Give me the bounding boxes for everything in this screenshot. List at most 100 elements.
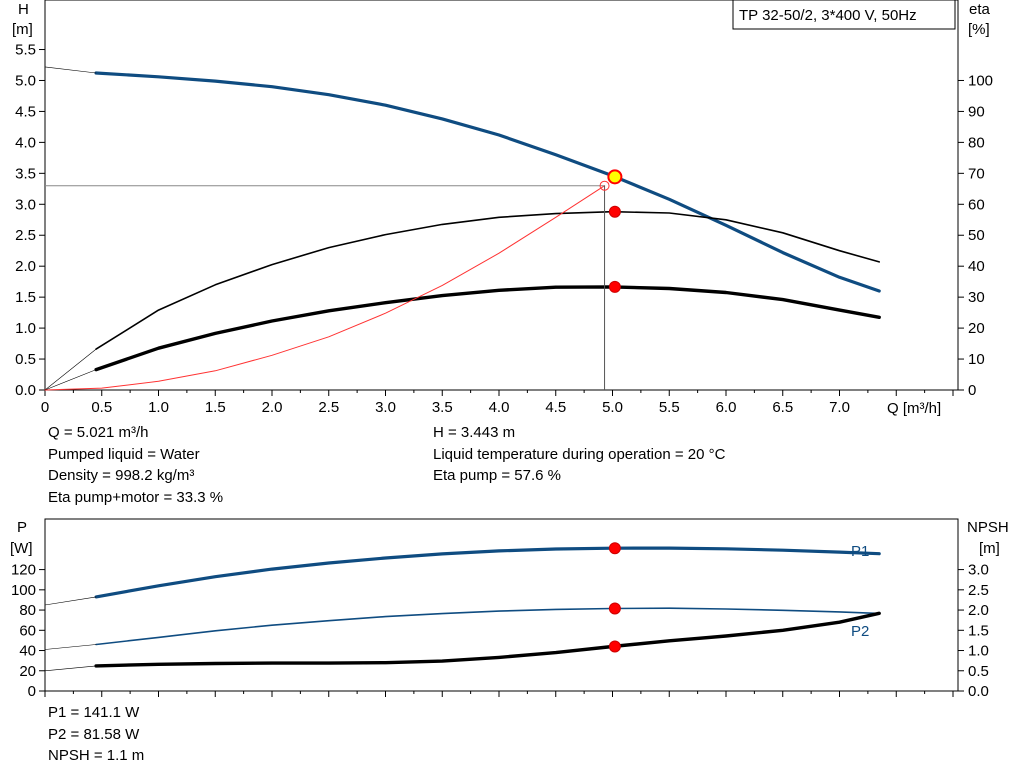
- series-eta-pump-ext: [44, 348, 97, 391]
- duty-point-marker: [608, 542, 621, 555]
- power-left-tick-label: 120: [11, 562, 36, 579]
- y-right-label-bottom: NPSH: [967, 519, 1009, 536]
- head-right-tick-label: 60: [968, 196, 985, 213]
- head-left-tick-label: 5.5: [15, 42, 36, 59]
- chart-title: TP 32-50/2, 3*400 V, 50Hz: [739, 7, 917, 24]
- head-left-tick-label: 5.0: [15, 72, 36, 89]
- info-head: H = 3.443 m: [433, 424, 516, 441]
- system-point-marker: [599, 180, 610, 191]
- power-left-tick-label: 60: [19, 622, 36, 639]
- x-tick-label: 5.0: [602, 399, 623, 416]
- head-right-tick-label: 50: [968, 227, 985, 244]
- x-tick-label: 7.0: [829, 399, 850, 416]
- chart-title-box: TP 32-50/2, 3*400 V, 50Hz: [732, 0, 956, 30]
- power-right-tick-label: 1.5: [968, 622, 989, 639]
- head-right-tick-label: 90: [968, 103, 985, 120]
- x-tick-label: 3.0: [375, 399, 396, 416]
- x-tick-label: 4.0: [489, 399, 510, 416]
- series-eta-total: [94, 285, 881, 372]
- series-p2-ext: [44, 644, 97, 650]
- head-chart-frame: [44, 0, 959, 391]
- head-left-tick-label: 0.5: [15, 351, 36, 368]
- y-left-label-top: H: [18, 1, 29, 18]
- info-eta-pump: Eta pump = 57.6 %: [433, 467, 561, 484]
- info-eta-total: Eta pump+motor = 33.3 %: [48, 488, 224, 506]
- power-npsh-chart: 0 20 40 60 80 100 120 0.0 0.5 1.0 1.5 2.0 2.5 3.0 P […: [10, 518, 1009, 700]
- head-left-tick-label: 3.0: [15, 196, 36, 213]
- x-tick-label: 3.5: [432, 399, 453, 416]
- head-left-tick-label: 3.5: [15, 165, 36, 182]
- info-liquid: Pumped liquid = Water: [48, 445, 200, 463]
- head-left-tick-label: 4.0: [15, 134, 36, 151]
- series-eta-total-ext: [44, 369, 97, 391]
- series-h-ext: [44, 66, 97, 74]
- power-right-tick-label: 1.0: [968, 643, 989, 660]
- head-left-tick-label: 2.5: [15, 227, 36, 244]
- x-tick-label: 6.5: [772, 399, 793, 416]
- x-tick-label: 4.5: [545, 399, 566, 416]
- x-tick-label: 6.0: [716, 399, 737, 416]
- x-tick-label: 1.0: [148, 399, 169, 416]
- head-left-tick-label: 4.5: [15, 103, 36, 120]
- power-right-tick-label: 3.0: [968, 562, 989, 579]
- power-left-tick-label: 0: [28, 683, 36, 700]
- x-axis-label: Q [m³/h]: [887, 400, 941, 417]
- power-right-tick-label: 2.0: [968, 602, 989, 619]
- series-p1: [94, 546, 881, 599]
- x-tick-label: 1.5: [205, 399, 226, 416]
- y-left-label-bottom: P: [17, 519, 27, 536]
- x-tick-label: 5.5: [659, 399, 680, 416]
- info-npsh: NPSH = 1.1 m: [48, 747, 145, 764]
- head-left-tick-label: 1.5: [15, 289, 36, 306]
- duty-point-marker: [608, 602, 621, 615]
- info-p2: P2 = 81.58 W: [48, 725, 140, 743]
- power-left-tick-label: 100: [11, 582, 36, 599]
- series-p1-ext: [44, 596, 97, 606]
- head-left-tick-label: 0.0: [15, 382, 36, 399]
- power-right-tick-label: 0.5: [968, 663, 989, 680]
- head-right-tick-label: 100: [968, 72, 993, 89]
- y-right-label-top: eta: [969, 1, 991, 18]
- head-right-tick-label: 70: [968, 165, 985, 182]
- info-flow: Q = 5.021 m³/h: [48, 424, 149, 441]
- series-label-p2: P2: [851, 623, 869, 640]
- head-left-tick-label: 1.0: [15, 320, 36, 337]
- head-right-tick-label: 80: [968, 134, 985, 151]
- info-density: Density = 998.2 kg/m³: [48, 467, 195, 484]
- power-left-tick-label: 20: [19, 663, 36, 680]
- series-p2: [95, 607, 880, 646]
- x-tick-label: 2.0: [262, 399, 283, 416]
- head-right-tick-label: 20: [968, 320, 985, 337]
- x-tick-label: 2.5: [318, 399, 339, 416]
- power-info: P1 = 141.1 W P2 = 81.58 W NPSH = 1.1 m: [48, 702, 144, 767]
- head-right-tick-label: 10: [968, 351, 985, 368]
- x-tick-label: 0.5: [91, 399, 112, 416]
- duty-info-right: H = 3.443 m Liquid temperature during op…: [433, 422, 725, 487]
- y-right-unit-top: [%]: [968, 21, 990, 38]
- head-left-tick-label: 2.0: [15, 258, 36, 275]
- series-label-p1: P1: [851, 543, 869, 560]
- series-system: [44, 185, 606, 391]
- y-left-unit-bottom: [W]: [10, 540, 33, 557]
- series-npsh-ext: [44, 665, 97, 672]
- series-npsh: [94, 611, 881, 668]
- x-tick-label: 0: [41, 399, 49, 416]
- power-right-tick-label: 2.5: [968, 582, 989, 599]
- duty-point-head-marker: [607, 169, 623, 185]
- duty-info-left: Q = 5.021 m³/h Pumped liquid = Water Den…: [48, 422, 223, 508]
- y-left-unit-top: [m]: [12, 21, 33, 38]
- power-left-tick-label: 40: [19, 643, 36, 660]
- head-right-tick-label: 40: [968, 258, 985, 275]
- head-right-tick-label: 30: [968, 289, 985, 306]
- head-right-tick-label: 0: [968, 382, 976, 399]
- series-h: [94, 71, 881, 293]
- duty-point-marker: [608, 280, 621, 293]
- power-right-tick-label: 0.0: [968, 683, 989, 700]
- head-chart: 0.0 0.5 1.0 1.5 2.0 2.5 3.0 3.5 4.0 4.5 5.0 5.5 0 10 2…: [12, 0, 993, 417]
- duty-point-marker: [608, 205, 621, 218]
- power-left-tick-label: 80: [19, 602, 36, 619]
- info-p1: P1 = 141.1 W: [48, 704, 140, 721]
- y-right-unit-bottom: [m]: [979, 540, 1000, 557]
- duty-point-marker: [608, 640, 621, 653]
